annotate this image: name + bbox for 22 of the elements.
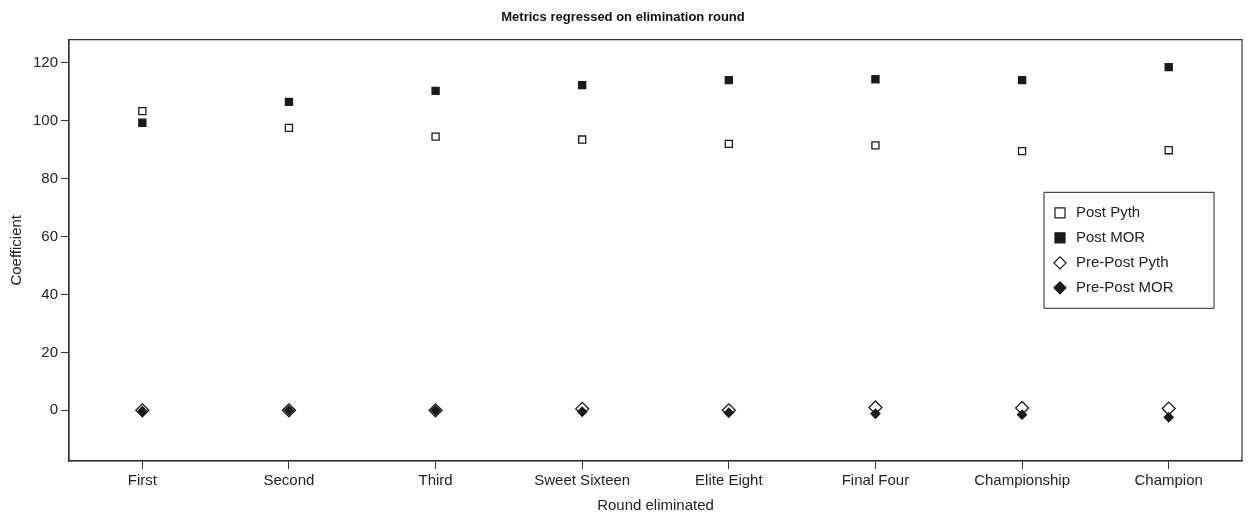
- x-tick-label: Second: [263, 471, 315, 489]
- legend-label: Post Pyth: [1076, 202, 1141, 220]
- x-tick-label: Sweet Sixteen: [534, 471, 631, 489]
- x-tick-label: Championship: [974, 471, 1071, 489]
- y-tick-label: 80: [41, 168, 59, 186]
- x-tick-label: Third: [418, 471, 453, 489]
- chart-title: Metrics regressed on elimination round: [501, 9, 745, 25]
- legend-label: Pre-Post MOR: [1076, 277, 1174, 295]
- x-axis-title: Round eliminated: [597, 496, 714, 514]
- y-tick-label: 0: [49, 400, 59, 418]
- y-tick-label: 40: [41, 284, 59, 302]
- x-tick-label: First: [127, 471, 158, 489]
- x-tick-label: Champion: [1134, 471, 1203, 489]
- y-tick-label: 60: [41, 226, 59, 244]
- y-tick-label: 120: [33, 52, 59, 70]
- x-tick-label: Final Four: [841, 471, 910, 489]
- y-axis-title: Coefficient: [7, 214, 25, 286]
- y-tick-label: 20: [41, 342, 59, 360]
- legend-label: Pre-Post Pyth: [1076, 252, 1169, 270]
- legend-label: Post MOR: [1076, 227, 1146, 245]
- x-tick-label: Elite Eight: [695, 471, 764, 489]
- y-tick-label: 100: [33, 110, 59, 128]
